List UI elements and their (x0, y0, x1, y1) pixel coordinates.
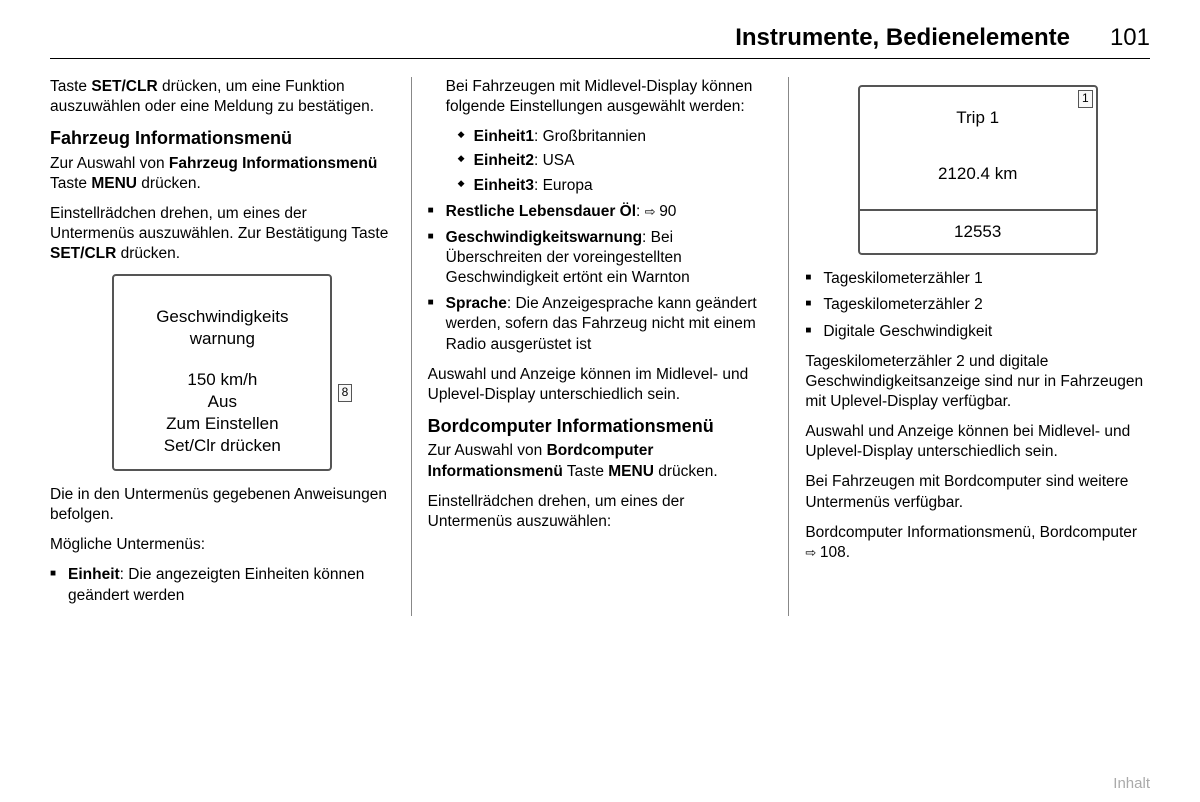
text: drücken. (116, 245, 180, 262)
text: : Großbritannien (534, 128, 646, 145)
possible-submenus-label: Mögliche Untermenüs: (50, 535, 395, 555)
bold-term: Einheit2 (474, 152, 534, 169)
bold-key: MENU (91, 175, 137, 192)
cross-ref-page: 108 (820, 544, 846, 561)
display-variance-note: Auswahl und Anzeige können im Midlevel- … (428, 365, 773, 405)
display-odometer: 12553 (860, 209, 1096, 253)
list-item-trip2: Tageskilometerzähler 2 (805, 295, 1150, 315)
trip-adjust-text: Einstellrädchen drehen, um eines der Unt… (428, 492, 773, 532)
text: Einstellrädchen drehen, um eines der Unt… (50, 205, 388, 242)
text: drücken. (654, 463, 718, 480)
text: Taste (50, 175, 91, 192)
bold-key: SET/CLR (50, 245, 116, 262)
list-item-unit3: Einheit3: Europa (458, 176, 773, 196)
display-line: warnung (120, 328, 324, 350)
display-line: Zum Einstellen (120, 413, 324, 435)
trip-computer-ref: Bordcomputer Informationsmenü, Bordcompu… (805, 523, 1150, 563)
text: Zur Auswahl von (428, 442, 547, 459)
text: : (636, 203, 645, 220)
column-1: Taste SET/CLR drücken, um eine Funktion … (50, 77, 411, 616)
bold-key: MENU (608, 463, 654, 480)
trip-display-top: 1 Trip 1 (860, 87, 1096, 133)
text: : USA (534, 152, 574, 169)
list-item-language: Sprache: Die Anzeigesprache kann geänder… (428, 294, 773, 354)
display-value: 150 km/h (120, 369, 324, 391)
list-item-unit1: Einheit1: Großbritannien (458, 127, 773, 147)
submenu-list-cont: Restliche Lebensdauer Öl: 90 Geschwindig… (428, 202, 773, 355)
text: drücken. (137, 175, 201, 192)
list-item-oil-life: Restliche Lebensdauer Öl: 90 (428, 202, 773, 222)
submenu-list: Einheit: Die angezeigten Einheiten könne… (50, 565, 395, 605)
footer-label: Inhalt (1113, 775, 1150, 792)
list-item-speed-warning: Geschwindigkeitswarnung: Bei Überschreit… (428, 228, 773, 288)
display-distance: 2120.4 km (860, 133, 1096, 209)
display-title: Trip 1 (864, 107, 1092, 129)
bold-term: Einheit1 (474, 128, 534, 145)
select-menu-text: Zur Auswahl von Fahrzeug Informationsmen… (50, 154, 395, 194)
display-variance-note-2: Auswahl und Anzeige können bei Midlevel-… (805, 422, 1150, 462)
text: : Europa (534, 177, 593, 194)
cross-ref-page: 90 (659, 203, 676, 220)
list-item-unit2: Einheit2: USA (458, 151, 773, 171)
section-heading-trip-computer: Bordcomputer Informationsmenü (428, 415, 773, 438)
intro-text: Taste SET/CLR drücken, um eine Funktion … (50, 77, 395, 117)
text: Taste (50, 78, 91, 95)
midlevel-intro: Bei Fahrzeugen mit Midlevel-Display könn… (428, 77, 773, 117)
bold-term: Einheit (68, 566, 120, 583)
page-header: Instrumente, Bedienelemente 101 (50, 24, 1150, 59)
display-trip1: 1 Trip 1 2120.4 km 12553 (858, 85, 1098, 255)
display-speed-warning: Geschwindigkeits warnung 150 km/h Aus Zu… (112, 274, 332, 471)
uplevel-note: Tageskilometerzähler 2 und digitale Gesc… (805, 352, 1150, 412)
submenu-instructions: Die in den Untermenüs gegebenen Anweisun… (50, 485, 395, 525)
trip-select-text: Zur Auswahl von Bordcomputer Information… (428, 441, 773, 481)
bold-term: Fahrzeug Informationsmenü (169, 155, 377, 172)
section-heading-vehicle-info: Fahrzeug Informationsmenü (50, 127, 395, 150)
display-line: Aus (120, 391, 324, 413)
text: Zur Auswahl von (50, 155, 169, 172)
bold-term: Sprache (446, 295, 507, 312)
trip-submenu-list: Tageskilometerzähler 1 Tageskilometerzäh… (805, 269, 1150, 341)
unit-sublist: Einheit1: Großbritannien Einheit2: USA E… (458, 127, 773, 195)
list-item-trip1: Tageskilometerzähler 1 (805, 269, 1150, 289)
display-line: Geschwindigkeits (120, 306, 324, 328)
text: Bordcomputer Informationsmenü, Bordcompu… (805, 524, 1137, 541)
more-submenus-note: Bei Fahrzeugen mit Bordcomputer sind wei… (805, 472, 1150, 512)
cross-ref-icon (805, 544, 820, 561)
display-badge: 8 (338, 384, 353, 402)
text: Taste (563, 463, 608, 480)
column-2: Bei Fahrzeugen mit Midlevel-Display könn… (411, 77, 789, 616)
text: . (846, 544, 850, 561)
list-item-digital-speed: Digitale Geschwindigkeit (805, 322, 1150, 342)
bold-term: Einheit3 (474, 177, 534, 194)
display-line: Set/Clr drücken (120, 435, 324, 457)
header-title: Instrumente, Bedienelemente (735, 24, 1070, 52)
page-number: 101 (1110, 24, 1150, 52)
bold-key: SET/CLR (91, 78, 157, 95)
bold-term: Restliche Lebensdauer Öl (446, 203, 636, 220)
column-3: 1 Trip 1 2120.4 km 12553 Tageskilometerz… (788, 77, 1150, 616)
bold-term: Geschwindigkeitswarnung (446, 229, 642, 246)
list-item-unit: Einheit: Die angezeigten Einheiten könne… (50, 565, 395, 605)
adjust-text: Einstellrädchen drehen, um eines der Unt… (50, 204, 395, 264)
content-columns: Taste SET/CLR drücken, um eine Funktion … (50, 77, 1150, 616)
cross-ref-icon (645, 203, 660, 220)
display-badge: 1 (1078, 90, 1093, 108)
